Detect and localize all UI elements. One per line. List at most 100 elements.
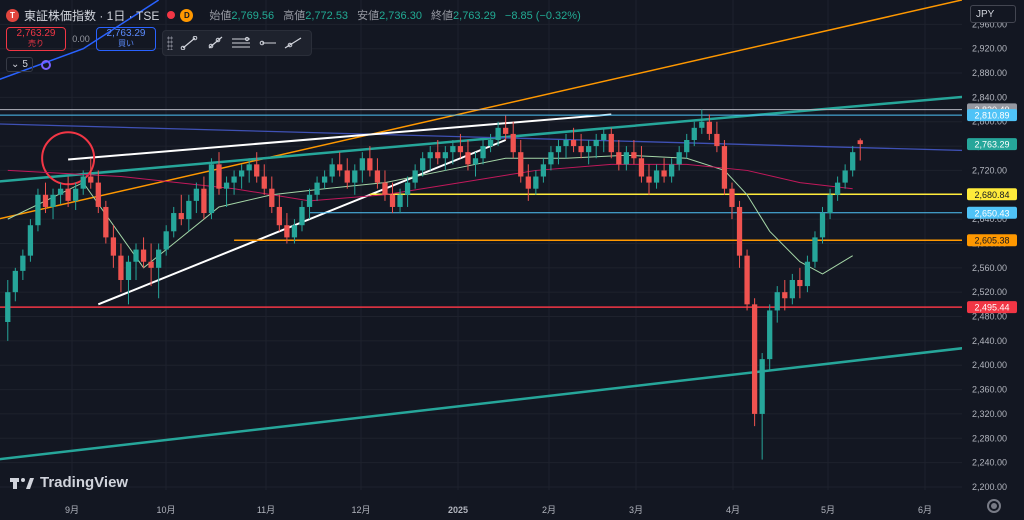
gear-icon[interactable] [987,499,1001,513]
time-axis[interactable]: 9月 10月 11月 12月 2025 2月 3月 4月 5月 6月 [65,505,932,515]
extended-line-icon[interactable] [283,34,303,52]
ma-short-line [7,154,853,275]
drawing-toolbar [162,30,312,56]
candle-body [525,176,531,189]
candle-body [706,121,712,134]
tradingview-logo[interactable]: TradingView [10,474,128,491]
candle-body [73,188,79,201]
candle-body [819,213,826,238]
ohlc-values: 始値2,769.56 高値2,772.53 安値2,736.30 終値2,763… [209,10,581,22]
trend-line-icon[interactable] [179,34,199,52]
candle-body [812,237,818,262]
candle-body [57,188,64,195]
candle-body [420,158,426,171]
candle-body [374,170,381,183]
symbol-title[interactable]: 東証株価指数 · 1日 · TSE [24,8,160,23]
candle-body [156,249,162,268]
candle-body [593,140,599,147]
open-value: 2,769.56 [231,10,275,22]
candle-body [570,140,577,147]
price-tick-label: 2,240.00 [972,458,1007,468]
candle-body [827,194,833,214]
candle-body [563,140,569,147]
candle-body [65,188,71,201]
candle-body [125,261,132,280]
candle-body [389,194,396,207]
candle-body [435,152,441,159]
sell-label: 売り [28,39,44,48]
candle-body [638,158,645,177]
time-tick-label: 12月 [351,505,370,515]
candle-body [842,170,848,183]
drawn-line [0,0,160,81]
time-tick-label: 11月 [257,505,275,515]
sell-button[interactable]: 2,763.29 売り [6,27,66,51]
candle-body [299,206,305,226]
candle-body [736,206,743,256]
candle-body [367,158,373,171]
candle-body [12,270,18,293]
drawn-line [68,113,612,161]
price-label-bg [967,138,1017,151]
candle-body [382,182,388,195]
parallel-channel-icon[interactable] [231,34,251,52]
price-tick-label: 2,320.00 [972,409,1007,419]
indicators-toggle[interactable]: ⌄ 5 [6,57,51,72]
candle-body [457,146,464,153]
price-tick-label: 2,560.00 [972,263,1007,273]
candle-body [261,176,267,189]
time-tick-label: 2月 [542,505,556,515]
price-tick-label: 2,800.00 [972,117,1007,127]
trade-panel: 2,763.29 売り 0.00 2,763.29 買い [6,27,156,51]
price-tick-label: 2,280.00 [972,433,1007,443]
candle-body [208,164,215,214]
drawn-line [0,123,1024,153]
candle-body [774,292,780,311]
time-tick-label: 6月 [918,505,932,515]
candle-body [110,237,117,256]
candle-body [623,152,630,165]
time-tick-label: 4月 [726,505,740,515]
price-label: 2,495.44 [974,303,1009,313]
price-tick-label: 2,360.00 [972,385,1007,395]
price-tick-label: 2,960.00 [972,19,1007,29]
candle-body [729,188,735,207]
buy-button[interactable]: 2,763.29 買い [96,27,156,51]
chevron-down-icon: ⌄ [11,59,20,70]
candle-body [148,261,154,268]
ray-icon[interactable] [205,34,225,52]
indicators-count[interactable]: ⌄ 5 [6,57,33,72]
candle-body [465,152,471,165]
candle-body [495,127,501,140]
price-tick-label: 2,200.00 [972,482,1007,492]
candle-body [751,304,758,414]
candle-body [27,225,34,256]
candle-body [314,182,320,195]
candle-body [171,213,177,232]
timeframe-badge[interactable]: D [180,8,194,22]
currency-selector[interactable]: JPY [970,5,1016,23]
symbol-logo-icon: T [6,8,19,22]
candle-body [344,170,350,183]
candle-body [186,200,192,220]
candle-body [555,146,562,153]
price-axis[interactable]: 2,200.00 2,240.00 2,280.00 2,320.00 2,360.00… [962,0,1024,520]
candle-body [397,194,403,207]
candle-body [442,152,448,159]
candle-body [578,146,584,153]
candle-body [601,133,607,140]
candle-body [518,152,524,177]
candle-body [857,140,863,145]
candle-body [193,188,200,201]
candle-body [291,225,298,238]
horizontal-ray-icon[interactable] [257,34,277,52]
candle-body [20,255,26,271]
candle-body [653,170,660,183]
market-status-icon[interactable] [167,11,176,19]
grip-icon[interactable] [167,36,173,50]
change-value: −8.85 (−0.32%) [504,10,581,22]
candle-body [646,176,652,183]
indicator-icon[interactable] [40,59,51,70]
